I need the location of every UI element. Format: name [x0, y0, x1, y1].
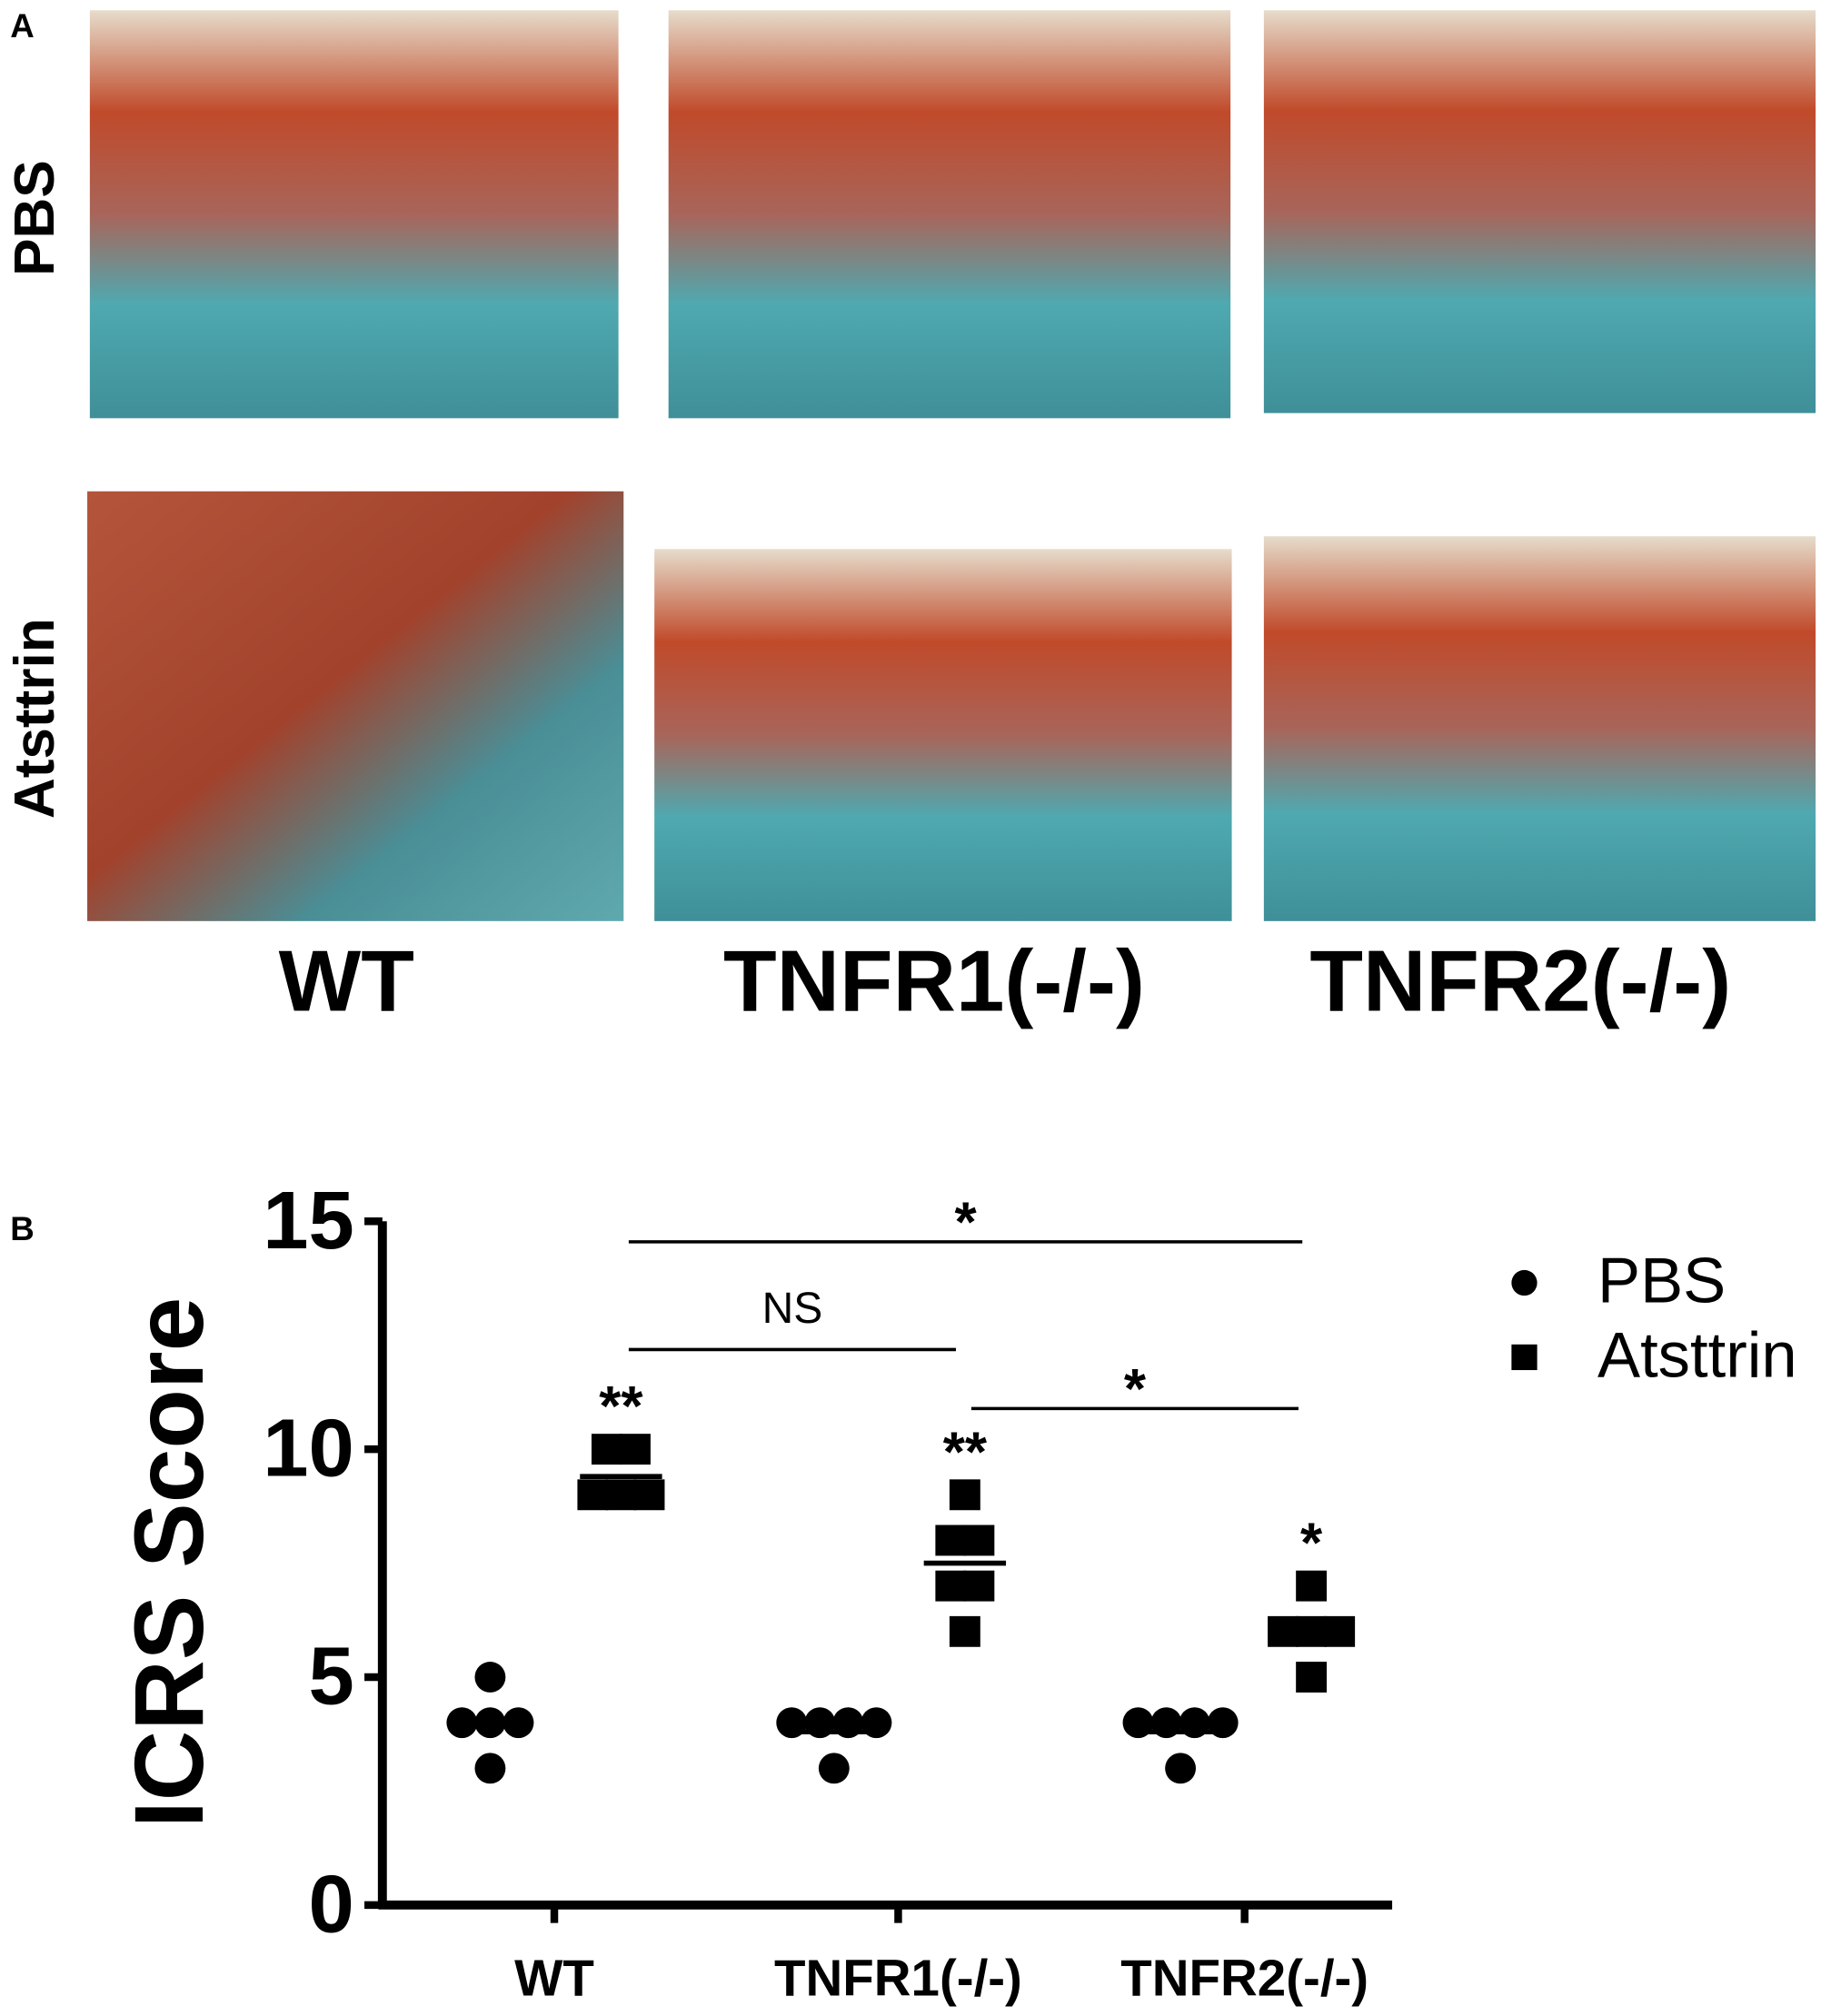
panel-label: A: [10, 7, 35, 45]
data-point: [633, 1479, 665, 1511]
legend-label: PBS: [1597, 1245, 1726, 1316]
column-label: WT: [279, 933, 414, 1030]
significance-label: *: [1300, 1513, 1323, 1575]
column-label: TNFR1(-/-): [723, 933, 1145, 1030]
comparison-label: *: [954, 1191, 977, 1254]
histology-image: [1263, 536, 1816, 921]
x-tick-label: WT: [514, 1950, 594, 2007]
data-point: [1165, 1753, 1197, 1784]
data-point: [577, 1479, 609, 1511]
data-point: [620, 1434, 651, 1465]
significance-label: **: [599, 1375, 643, 1438]
histology-image: [1263, 10, 1816, 413]
comparison-label: *: [1124, 1358, 1147, 1421]
data-point: [935, 1570, 967, 1602]
x-tick-label: TNFR1(-/-): [774, 1950, 1022, 2007]
histology-image: [87, 491, 624, 921]
legend-label: Atsttrin: [1597, 1318, 1797, 1390]
legend-marker: [1511, 1269, 1537, 1296]
comparison-label: NS: [762, 1285, 823, 1333]
data-point: [818, 1753, 850, 1784]
x-tick-label: TNFR2(-/-): [1120, 1950, 1368, 2007]
data-point: [474, 1753, 506, 1784]
y-tick-label: 0: [308, 1858, 353, 1950]
data-point: [949, 1615, 980, 1647]
data-point: [1296, 1570, 1328, 1602]
histology-image: [668, 10, 1231, 419]
row-label: Atsttrin: [4, 618, 66, 819]
data-point: [605, 1479, 637, 1511]
significance-label: **: [943, 1421, 988, 1484]
y-tick-label: 5: [308, 1631, 353, 1723]
histology-image: [89, 10, 619, 419]
y-axis-label: ICRS Score: [114, 1297, 224, 1828]
legend-marker: [1511, 1344, 1537, 1371]
data-point: [949, 1479, 980, 1511]
row-label: PBS: [4, 160, 66, 276]
panel-label: B: [10, 1210, 35, 1247]
histology-image: [654, 549, 1232, 921]
data-point: [474, 1662, 506, 1693]
data-point: [935, 1524, 967, 1556]
y-tick-label: 15: [263, 1175, 354, 1266]
y-tick-label: 10: [263, 1403, 354, 1495]
data-point: [1296, 1662, 1328, 1693]
data-point: [963, 1524, 995, 1556]
data-point: [591, 1434, 622, 1465]
column-label: TNFR2(-/-): [1309, 933, 1731, 1030]
histology-images: [87, 10, 1816, 921]
data-point: [963, 1570, 995, 1602]
